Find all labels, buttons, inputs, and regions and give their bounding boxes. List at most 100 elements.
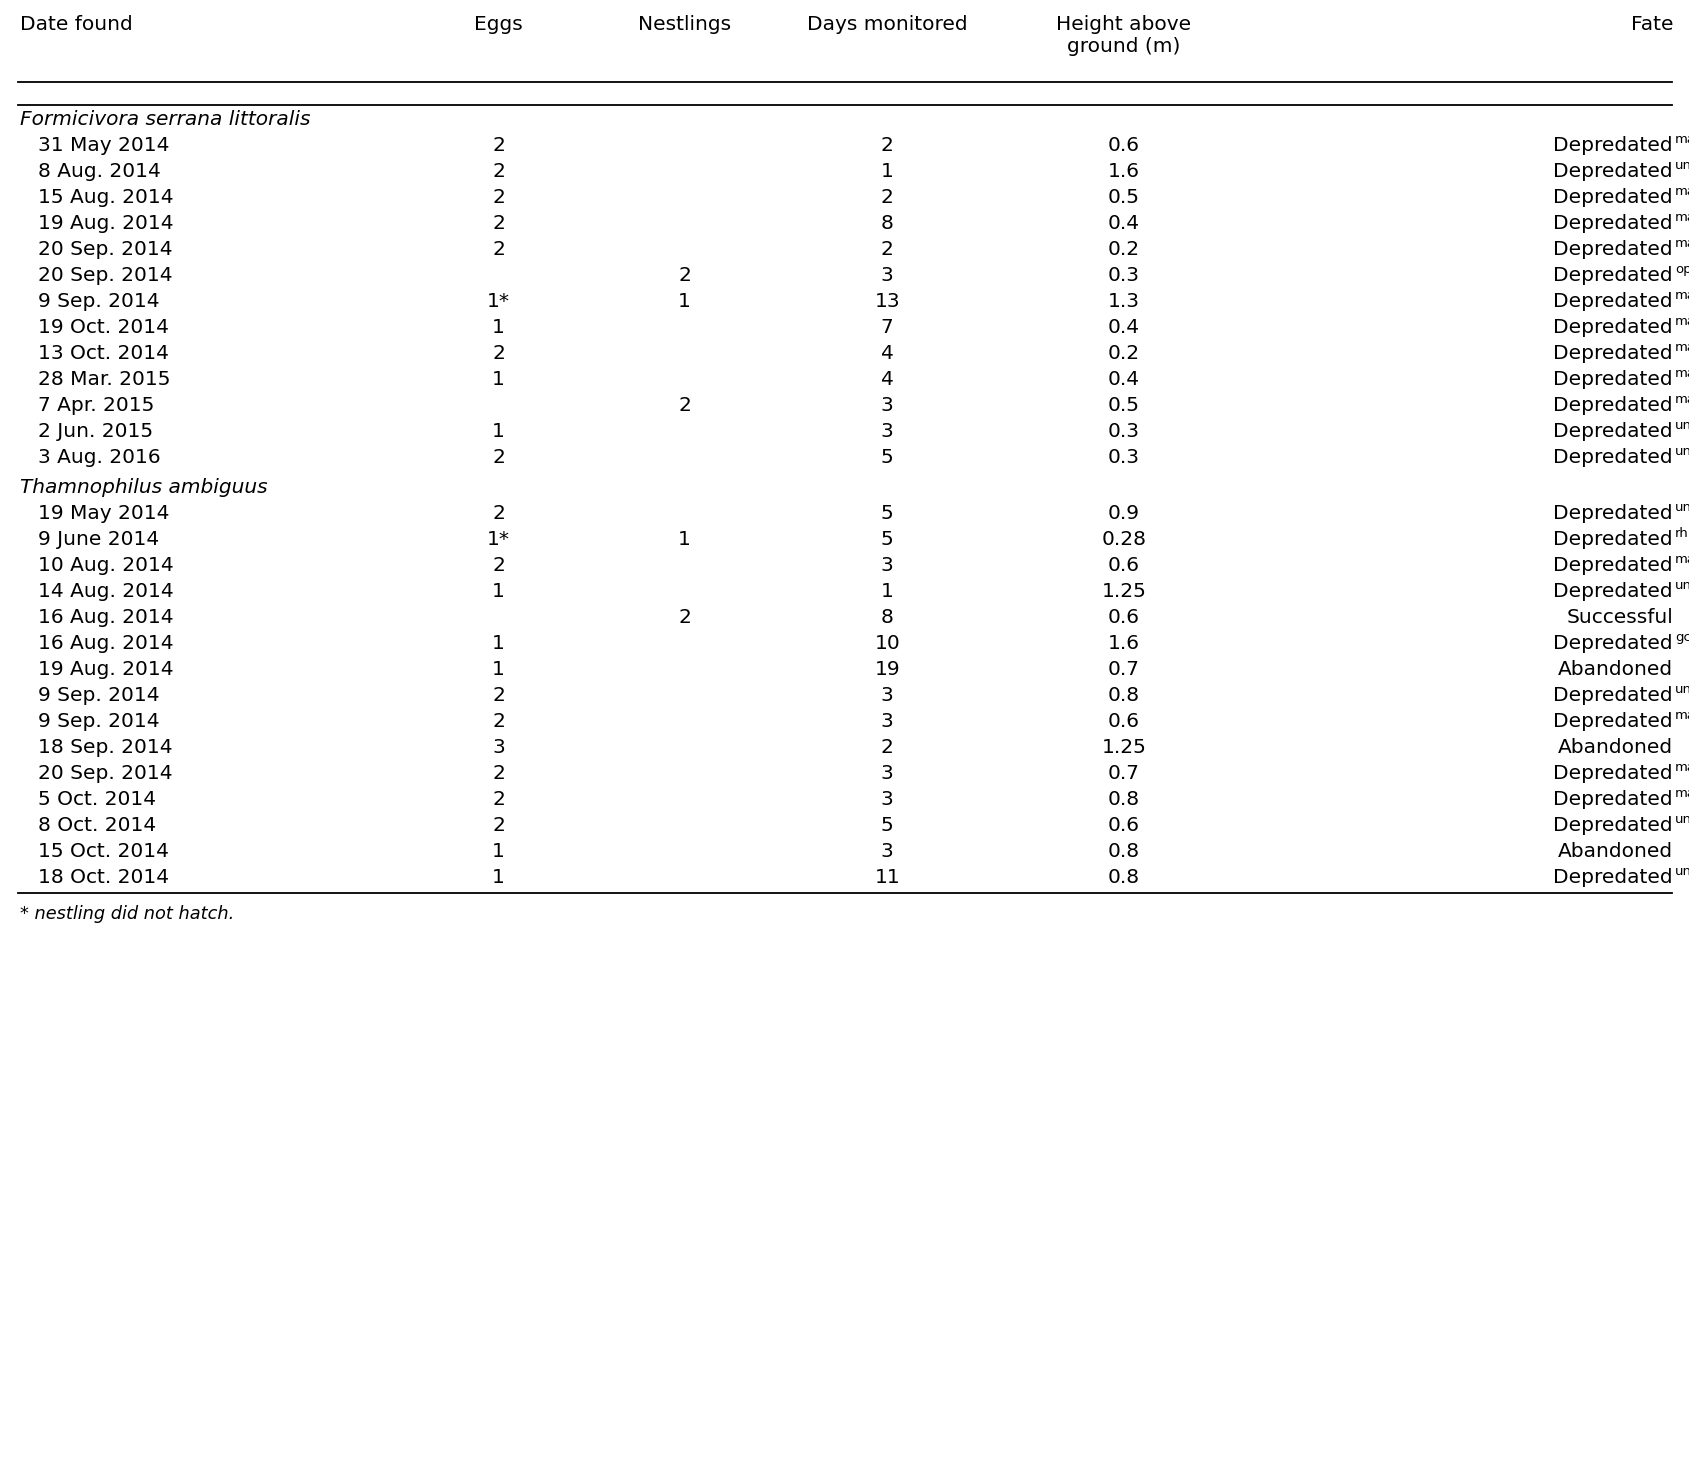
Text: 0.8: 0.8 [1106, 841, 1140, 860]
Text: Abandoned: Abandoned [1557, 738, 1672, 757]
Text: un: un [1674, 813, 1689, 826]
Text: 0.2: 0.2 [1106, 344, 1140, 363]
Text: 20 Sep. 2014: 20 Sep. 2014 [39, 240, 172, 259]
Text: 5: 5 [880, 530, 893, 548]
Text: * nestling did not hatch.: * nestling did not hatch. [20, 905, 235, 923]
Text: Depredated: Depredated [1552, 764, 1672, 782]
Text: 10: 10 [873, 634, 900, 653]
Text: 0.5: 0.5 [1108, 395, 1138, 415]
Text: Depredated: Depredated [1552, 292, 1672, 311]
Text: ma: ma [1674, 341, 1689, 354]
Text: 19 Aug. 2014: 19 Aug. 2014 [39, 659, 174, 678]
Text: 1: 1 [677, 530, 691, 548]
Text: 3: 3 [880, 395, 893, 415]
Text: 0.2: 0.2 [1106, 240, 1140, 259]
Text: Depredated: Depredated [1552, 395, 1672, 415]
Text: 9 Sep. 2014: 9 Sep. 2014 [39, 292, 160, 311]
Text: ma: ma [1674, 315, 1689, 329]
Text: Depredated: Depredated [1552, 318, 1672, 336]
Text: Depredated: Depredated [1552, 240, 1672, 259]
Text: ma: ma [1674, 212, 1689, 224]
Text: 1: 1 [491, 582, 505, 601]
Text: Formicivora serrana littoralis: Formicivora serrana littoralis [20, 110, 311, 129]
Text: 0.6: 0.6 [1108, 555, 1138, 575]
Text: 7 Apr. 2015: 7 Apr. 2015 [39, 395, 155, 415]
Text: 11: 11 [873, 868, 900, 887]
Text: 2: 2 [880, 136, 893, 156]
Text: 19: 19 [873, 659, 900, 678]
Text: 18 Sep. 2014: 18 Sep. 2014 [39, 738, 172, 757]
Text: 2: 2 [491, 686, 505, 705]
Text: 3: 3 [880, 686, 893, 705]
Text: Depredated: Depredated [1552, 816, 1672, 835]
Text: Depredated: Depredated [1552, 868, 1672, 887]
Text: 2: 2 [880, 240, 893, 259]
Text: 0.6: 0.6 [1108, 136, 1138, 156]
Text: gc: gc [1674, 631, 1689, 644]
Text: 1*: 1* [486, 530, 510, 548]
Text: 2: 2 [491, 240, 505, 259]
Text: 2: 2 [491, 789, 505, 809]
Text: 8: 8 [880, 607, 893, 626]
Text: 31 May 2014: 31 May 2014 [39, 136, 169, 156]
Text: 9 Sep. 2014: 9 Sep. 2014 [39, 712, 160, 730]
Text: Depredated: Depredated [1552, 582, 1672, 601]
Text: ma: ma [1674, 394, 1689, 406]
Text: Height above
ground (m): Height above ground (m) [1056, 15, 1191, 56]
Text: Depredated: Depredated [1552, 370, 1672, 390]
Text: ma: ma [1674, 237, 1689, 250]
Text: 3: 3 [880, 712, 893, 730]
Text: 5: 5 [880, 447, 893, 467]
Text: un: un [1674, 865, 1689, 878]
Text: 2: 2 [491, 344, 505, 363]
Text: 8 Oct. 2014: 8 Oct. 2014 [39, 816, 157, 835]
Text: Depredated: Depredated [1552, 213, 1672, 233]
Text: Depredated: Depredated [1552, 265, 1672, 284]
Text: 1: 1 [491, 868, 505, 887]
Text: 2: 2 [491, 136, 505, 156]
Text: 13: 13 [873, 292, 900, 311]
Text: Depredated: Depredated [1552, 530, 1672, 548]
Text: ma: ma [1674, 289, 1689, 302]
Text: Depredated: Depredated [1552, 161, 1672, 181]
Text: 9 Sep. 2014: 9 Sep. 2014 [39, 686, 160, 705]
Text: 1*: 1* [486, 292, 510, 311]
Text: 8 Aug. 2014: 8 Aug. 2014 [39, 161, 160, 181]
Text: 18 Oct. 2014: 18 Oct. 2014 [39, 868, 169, 887]
Text: 0.8: 0.8 [1106, 686, 1140, 705]
Text: 16 Aug. 2014: 16 Aug. 2014 [39, 634, 174, 653]
Text: ma: ma [1674, 185, 1689, 198]
Text: 2 Jun. 2015: 2 Jun. 2015 [39, 422, 154, 441]
Text: 2: 2 [491, 213, 505, 233]
Text: 1: 1 [880, 161, 893, 181]
Text: 2: 2 [880, 188, 893, 207]
Text: 1: 1 [491, 841, 505, 860]
Text: 3: 3 [880, 555, 893, 575]
Text: 15 Oct. 2014: 15 Oct. 2014 [39, 841, 169, 860]
Text: ma: ma [1674, 367, 1689, 381]
Text: un: un [1674, 446, 1689, 458]
Text: 19 Oct. 2014: 19 Oct. 2014 [39, 318, 169, 336]
Text: 2: 2 [491, 816, 505, 835]
Text: 0.3: 0.3 [1108, 447, 1138, 467]
Text: 2: 2 [491, 504, 505, 523]
Text: 9 June 2014: 9 June 2014 [39, 530, 159, 548]
Text: 2: 2 [677, 395, 691, 415]
Text: 2: 2 [491, 555, 505, 575]
Text: ma: ma [1674, 788, 1689, 800]
Text: 1: 1 [677, 292, 691, 311]
Text: 1.6: 1.6 [1108, 161, 1138, 181]
Text: 0.6: 0.6 [1108, 712, 1138, 730]
Text: 5: 5 [880, 504, 893, 523]
Text: 2: 2 [491, 161, 505, 181]
Text: 1: 1 [491, 659, 505, 678]
Text: 0.7: 0.7 [1108, 764, 1138, 782]
Text: 2: 2 [491, 447, 505, 467]
Text: 0.5: 0.5 [1108, 188, 1138, 207]
Text: 0.8: 0.8 [1106, 789, 1140, 809]
Text: Depredated: Depredated [1552, 789, 1672, 809]
Text: 2: 2 [677, 607, 691, 626]
Text: 0.3: 0.3 [1108, 265, 1138, 284]
Text: 1: 1 [491, 370, 505, 390]
Text: Depredated: Depredated [1552, 555, 1672, 575]
